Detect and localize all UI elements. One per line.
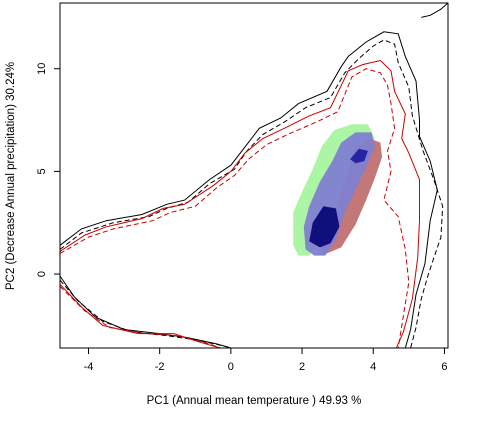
density-layer [293, 124, 383, 256]
x-tick-label: 2 [299, 361, 305, 373]
envelope-black-dashed-lower [60, 279, 232, 348]
envelope-red-dashed-lower [60, 286, 221, 348]
y-axis-title: PC2 (Decrease Annual precipitation) 30.2… [5, 62, 17, 290]
y-tick-label: 0 [36, 271, 48, 277]
envelope-black-solid-topright [421, 3, 448, 18]
x-tick-label: -4 [84, 361, 94, 373]
density-region-blue-dark-top [350, 148, 368, 164]
x-axis: -4 -2 0 2 4 6 [84, 348, 448, 373]
envelope-red-solid [60, 59, 420, 348]
y-tick-label: 5 [36, 168, 48, 174]
envelope-red-solid-lower [60, 283, 221, 348]
envelope-black-solid [60, 31, 438, 348]
envelope-red-dashed [60, 68, 410, 348]
plot-frame [59, 2, 449, 349]
x-tick-label: 4 [370, 361, 376, 373]
density-region-blue-dark [309, 206, 340, 248]
envelope-layer [60, 3, 448, 348]
y-tick-label: 10 [36, 63, 48, 75]
x-axis-title: PC1 (Annual mean temperature ) 49.93 % [147, 395, 362, 407]
y-axis: 0 5 10 [36, 63, 60, 277]
x-tick-label: -2 [155, 361, 165, 373]
envelope-black-dashed [60, 39, 444, 348]
x-tick-label: 0 [228, 361, 234, 373]
x-tick-label: 6 [441, 361, 447, 373]
